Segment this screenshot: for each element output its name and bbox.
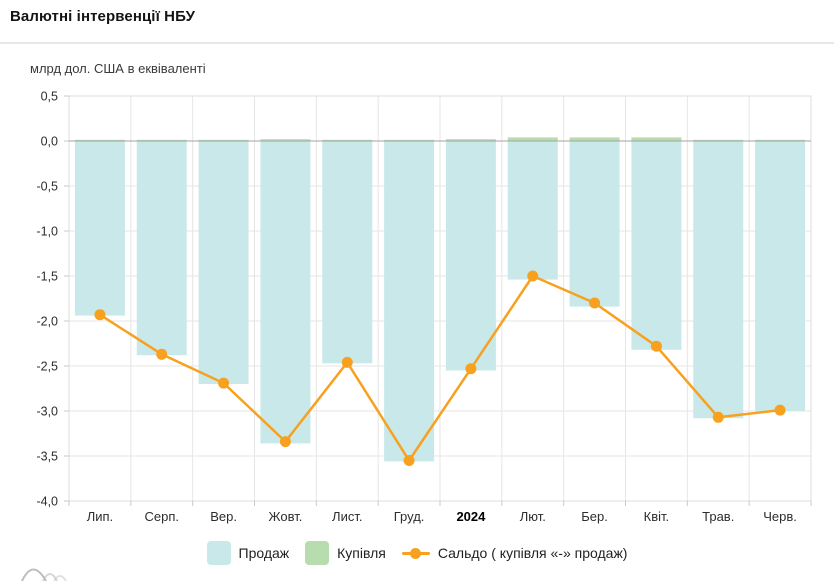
sale-color-swatch [206, 541, 231, 565]
y-axis-label: -3,5 [36, 450, 58, 464]
watermark-logo [21, 568, 67, 581]
y-axis-label: 0,5 [41, 90, 58, 104]
saldo-point-Груд.[interactable] [403, 455, 415, 466]
x-axis-label-Квіт.: Квіт. [644, 509, 670, 524]
bar-sale-Лип.[interactable] [74, 141, 125, 316]
bar-purchase-Груд.[interactable] [384, 139, 435, 141]
y-axis-label: -1,0 [36, 225, 58, 239]
bar-sale-Вер.[interactable] [198, 141, 249, 384]
saldo-point-Черв.[interactable] [774, 404, 786, 416]
purchase-color-swatch [305, 541, 330, 565]
legend-item-saldo[interactable]: Сальдо ( купівля «-» продаж) [401, 541, 628, 565]
bar-purchase-Лют.[interactable] [507, 137, 558, 141]
bar-purchase-Серп.[interactable] [136, 139, 187, 141]
x-axis-label-Черв.: Черв. [763, 509, 797, 524]
bar-purchase-Лист.[interactable] [322, 139, 373, 141]
legend-label-purchase: Купівля [337, 545, 386, 561]
header-divider [0, 42, 834, 44]
bar-sale-Трав.[interactable] [693, 141, 744, 419]
saldo-point-Серп.[interactable] [156, 348, 168, 360]
x-axis-label-Трав.: Трав. [702, 509, 734, 524]
bar-purchase-Квіт.[interactable] [631, 137, 682, 141]
saldo-point-Лют.[interactable] [527, 270, 539, 282]
bar-sale-Серп.[interactable] [136, 141, 187, 356]
x-axis-label-Лют.: Лют. [520, 509, 546, 524]
bar-purchase-Лип.[interactable] [74, 139, 125, 141]
bar-sale-Жовт.[interactable] [260, 141, 311, 444]
x-axis-label-Лист.: Лист. [332, 509, 362, 524]
bar-sale-Бер.[interactable] [569, 141, 620, 307]
y-axis-label: -2,0 [36, 315, 58, 329]
legend-item-sale[interactable]: Продаж [206, 541, 290, 565]
y-axis-label: -2,5 [36, 360, 58, 374]
chart-legend: Продаж Купівля Сальдо ( купівля «-» прод… [0, 541, 834, 565]
saldo-line-marker [401, 541, 430, 565]
x-axis-label-Жовт.: Жовт. [268, 509, 302, 524]
legend-item-purchase[interactable]: Купівля [305, 541, 386, 565]
x-axis-label-Серп.: Серп. [145, 509, 180, 524]
bar-purchase-Жовт.[interactable] [260, 139, 311, 141]
y-axis-label: -3,0 [36, 405, 58, 419]
saldo-point-Трав.[interactable] [712, 411, 724, 423]
y-axis-label: -4,0 [36, 495, 58, 509]
saldo-point-Бер.[interactable] [589, 297, 601, 309]
saldo-point-2024[interactable] [465, 363, 477, 375]
page-title: Валютні інтервенції НБУ [10, 8, 196, 25]
saldo-point-Лист.[interactable] [341, 356, 353, 368]
x-axis-label-2024: 2024 [456, 509, 486, 524]
x-axis-label-Бер.: Бер. [581, 509, 608, 524]
x-axis-label-Лип.: Лип. [87, 509, 113, 524]
y-axis-label: -0,5 [36, 180, 58, 194]
x-axis-label-Груд.: Груд. [394, 509, 425, 524]
axis-unit-label: млрд дол. США в еквіваленті [30, 61, 206, 76]
legend-label-sale: Продаж [238, 545, 290, 561]
bar-purchase-2024[interactable] [445, 139, 496, 141]
chart-plot-area[interactable]: 0,5 0,0 -0,5 -1,0 -1,5 -2,0 -2,5 -3,0 -3,5 -4,0 Ли… [0, 86, 834, 536]
saldo-point-Квіт.[interactable] [650, 340, 662, 352]
saldo-point-Лип.[interactable] [94, 309, 106, 321]
saldo-point-Жовт.[interactable] [279, 436, 291, 448]
bar-purchase-Черв.[interactable] [755, 139, 806, 141]
bar-sale-Квіт.[interactable] [631, 141, 682, 350]
y-axis-label: -1,5 [36, 270, 58, 284]
bar-sale-2024[interactable] [445, 141, 496, 371]
bar-purchase-Бер.[interactable] [569, 137, 620, 141]
bar-sale-Груд.[interactable] [384, 141, 435, 462]
bar-purchase-Трав.[interactable] [693, 139, 744, 141]
y-axis-label: 0,0 [41, 135, 58, 149]
x-axis-label-Вер.: Вер. [210, 509, 237, 524]
bar-sale-Черв.[interactable] [755, 141, 806, 411]
saldo-dot-icon [410, 547, 422, 559]
saldo-point-Вер.[interactable] [218, 377, 230, 389]
legend-label-saldo: Сальдо ( купівля «-» продаж) [437, 545, 628, 561]
bar-sale-Лют.[interactable] [507, 141, 558, 280]
bar-sale-Лист.[interactable] [322, 141, 373, 364]
bar-purchase-Вер.[interactable] [198, 139, 249, 141]
saldo-line [99, 274, 781, 462]
